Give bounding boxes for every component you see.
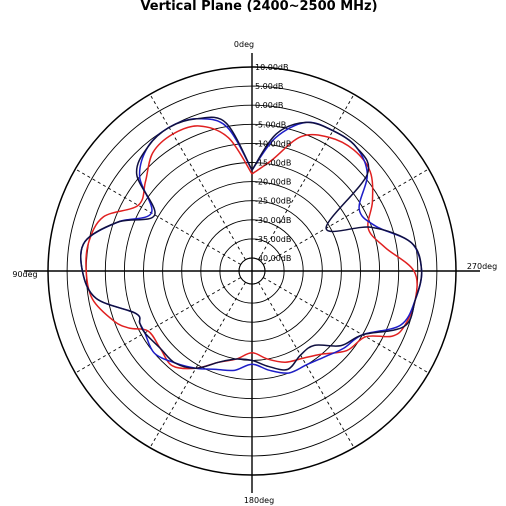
series-line-3 bbox=[80, 116, 423, 371]
angle-label-270deg: 270deg bbox=[467, 262, 497, 271]
grid-spoke bbox=[258, 282, 355, 448]
radial-tick-label: -30.00dB bbox=[255, 216, 291, 225]
radial-tick-label: -25.00dB bbox=[255, 197, 291, 206]
radial-tick-label: 5.00dB bbox=[255, 82, 283, 91]
radial-tick-label: -10.00dB bbox=[255, 139, 291, 148]
series-layer bbox=[80, 116, 423, 374]
radial-tick-label: 10.00dB bbox=[255, 63, 288, 72]
series-line-2 bbox=[80, 117, 423, 374]
angle-label-180deg: 180deg bbox=[244, 496, 274, 505]
angle-label-90deg: 90deg bbox=[12, 270, 37, 279]
radial-tick-label: -20.00dB bbox=[255, 178, 291, 187]
radial-tick-label: -35.00dB bbox=[255, 235, 291, 244]
radial-tick-labels: 10.00dB 5.00dB 0.00dB -5.00dB -10.00dB -15.00… bbox=[255, 63, 291, 263]
series-line-1 bbox=[85, 125, 418, 370]
grid-spoke bbox=[149, 94, 246, 260]
radial-tick-label: -5.00dB bbox=[255, 120, 286, 129]
grid-spoke bbox=[149, 282, 246, 448]
angle-label-0deg: 0deg bbox=[234, 40, 254, 49]
grid-spoke bbox=[263, 168, 429, 265]
radial-tick-label: 0.00dB bbox=[255, 101, 283, 110]
radial-tick-label: -15.00dB bbox=[255, 159, 291, 168]
grid-spoke bbox=[263, 277, 429, 374]
chart-title: Vertical Plane (2400~2500 MHz) bbox=[140, 0, 377, 14]
grid-spoke bbox=[258, 94, 355, 260]
radial-tick-label: -40.00dB bbox=[255, 254, 291, 263]
grid-spoke bbox=[75, 277, 241, 374]
polar-grid bbox=[24, 53, 480, 493]
grid-spoke bbox=[75, 168, 241, 265]
